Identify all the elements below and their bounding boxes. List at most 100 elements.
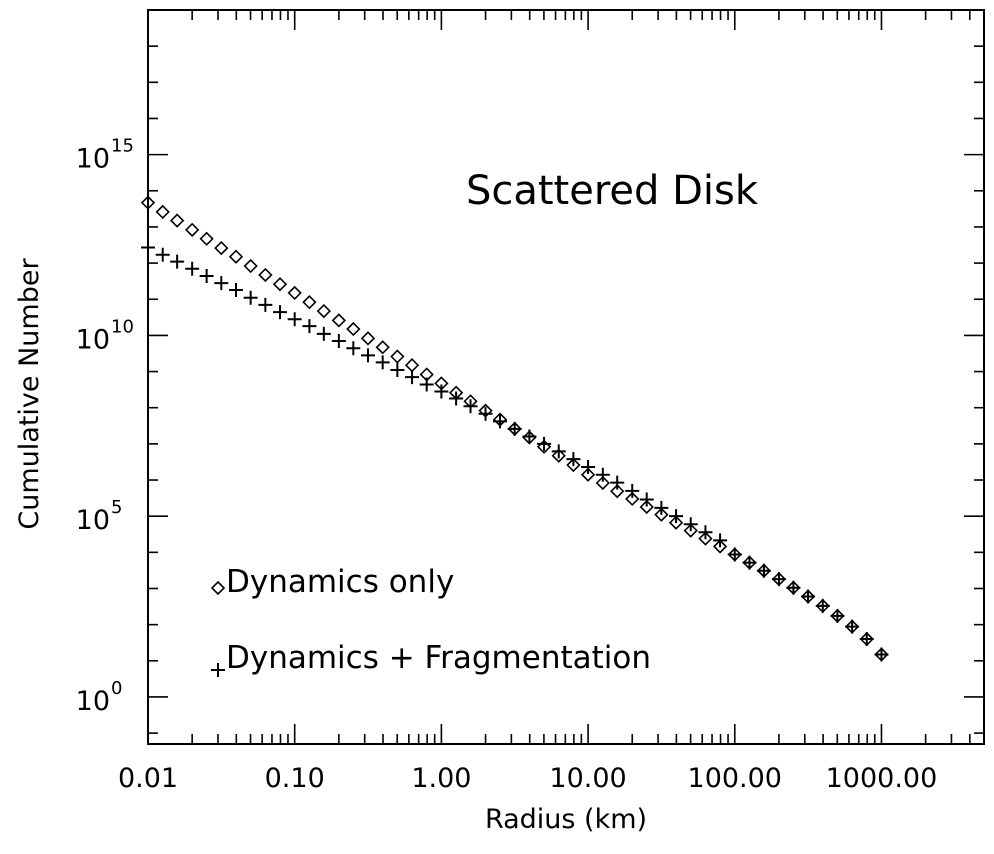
plus-point — [713, 533, 728, 548]
plus-point — [595, 467, 610, 482]
x-tick-label: 0.10 — [265, 763, 325, 794]
plus-point — [185, 261, 200, 276]
diamond-point — [639, 499, 654, 515]
diamond-point — [140, 195, 156, 210]
diamond-point — [214, 240, 229, 256]
y-tick-label-base: 10 — [76, 324, 110, 355]
series-dynamics-fragmentation — [141, 240, 889, 662]
chart-title: Scattered Disk — [466, 168, 759, 214]
diamond-point — [625, 491, 640, 507]
plus-point — [654, 500, 669, 515]
diamond-point — [683, 523, 698, 538]
plus-point — [507, 421, 522, 436]
diamond-point — [610, 484, 625, 499]
x-tick-labels: 0.01 0.10 1.00 10.00 100.00 1000.00 — [118, 763, 937, 794]
x-tick-label: 0.01 — [118, 763, 178, 794]
diamond-point — [668, 515, 684, 530]
diamond-point — [566, 457, 581, 473]
plus-point — [845, 619, 860, 634]
plus-point — [449, 391, 464, 406]
plus-point — [625, 483, 640, 498]
plus-point — [859, 632, 874, 647]
diamond-point — [654, 507, 669, 522]
x-tick-label: 1000.00 — [826, 763, 938, 794]
diamond-point — [698, 531, 713, 546]
plus-point — [727, 547, 742, 562]
diamond-point — [551, 448, 566, 463]
plus-point — [669, 509, 684, 524]
plus-point — [815, 598, 830, 613]
plus-point — [228, 283, 243, 298]
plus-point — [346, 341, 361, 356]
diamond-point — [287, 285, 302, 301]
plus-point — [566, 452, 581, 467]
plus-point — [405, 370, 420, 385]
diamond-point — [185, 222, 200, 237]
y-tick-label-base: 10 — [76, 686, 110, 717]
y-tick-label-base: 10 — [76, 144, 110, 175]
plus-point — [581, 459, 596, 474]
diamond-point — [360, 331, 376, 346]
plus-point — [419, 377, 434, 392]
y-tick-label-exponent: 0 — [111, 678, 122, 699]
y-tick-label-exponent: 10 — [111, 316, 134, 337]
plus-point — [830, 608, 845, 623]
diamond-point — [712, 539, 728, 554]
plus-point — [331, 334, 346, 349]
axis-ticks — [147, 9, 985, 744]
diamond-point — [346, 321, 361, 337]
y-tick-label: 10 15 — [76, 136, 134, 175]
y-tick-label-exponent: 15 — [111, 136, 134, 157]
legend-label-dynamics-fragmentation: Dynamics + Fragmentation — [226, 640, 651, 676]
legend-diamond-marker — [210, 580, 226, 596]
diamond-point — [272, 277, 288, 292]
plus-point — [493, 414, 508, 429]
diamond-point — [243, 258, 258, 274]
diamond-point — [580, 467, 596, 482]
diamond-point — [316, 303, 331, 319]
data-points — [140, 195, 889, 662]
plot-frame — [147, 9, 985, 745]
plus-point — [478, 406, 493, 421]
diamond-point — [404, 358, 420, 373]
x-axis-title: Radius (km) — [485, 804, 647, 835]
diamond-point — [170, 213, 185, 228]
plus-point — [199, 268, 214, 283]
x-tick-label: 100.00 — [688, 763, 782, 794]
plus-point — [302, 319, 317, 334]
y-axis-title: Cumulative Number — [14, 258, 45, 530]
legend: Dynamics only Dynamics + Fragmentation — [210, 564, 651, 677]
plus-point — [610, 475, 625, 490]
x-tick-label: 1.00 — [411, 763, 471, 794]
plus-point — [272, 305, 287, 320]
diamond-point — [302, 295, 317, 310]
plus-point — [316, 326, 331, 341]
plus-point — [874, 647, 889, 662]
plus-point — [390, 363, 405, 378]
plus-point — [141, 240, 155, 255]
plus-point — [258, 297, 273, 312]
legend-plus-marker — [211, 663, 225, 677]
plus-point — [698, 525, 713, 540]
plus-point — [683, 517, 698, 532]
plus-point — [801, 589, 816, 604]
plus-point — [463, 399, 478, 414]
diamond-point — [199, 231, 214, 246]
diamond-point — [155, 204, 170, 220]
legend-label-dynamics-only: Dynamics only — [226, 564, 454, 600]
y-tick-label-exponent: 5 — [111, 497, 122, 518]
plus-point — [551, 444, 566, 459]
plus-point — [537, 436, 552, 451]
plus-point — [639, 492, 654, 507]
y-tick-label-base: 10 — [76, 505, 110, 536]
plus-point — [786, 580, 801, 595]
plus-point — [243, 290, 258, 305]
plus-point — [214, 276, 229, 291]
y-tick-label: 10 10 — [76, 316, 134, 355]
plus-point — [434, 384, 449, 399]
plus-point — [756, 563, 771, 578]
plus-point — [155, 247, 170, 262]
plus-point — [742, 555, 757, 570]
